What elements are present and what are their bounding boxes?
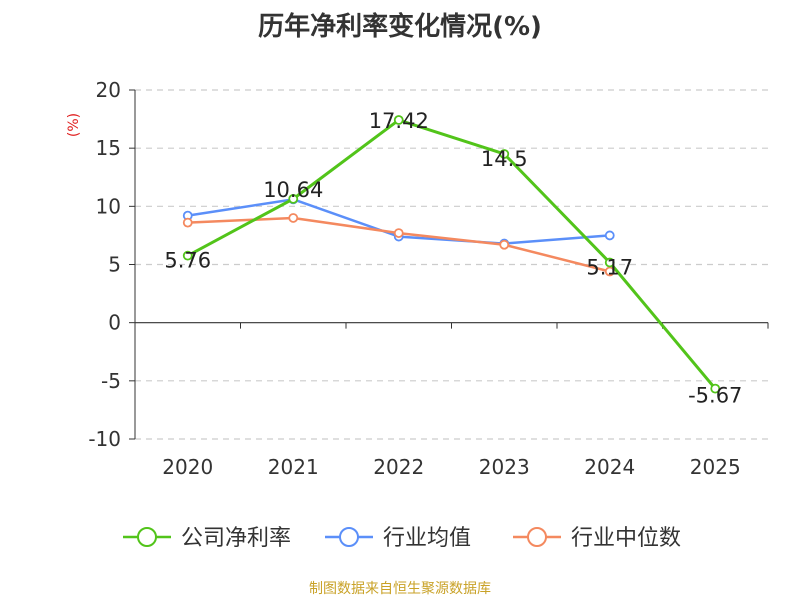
chart-title: 历年净利率变化情况(%) [258, 12, 542, 42]
data-point [499, 149, 510, 159]
data-point [499, 239, 510, 250]
data-point [288, 213, 299, 223]
y-tick-label: 0 [108, 311, 121, 335]
data-label: 5.76 [164, 249, 211, 273]
grid-lines [135, 89, 768, 440]
y-tick-label: 15 [96, 136, 121, 160]
axes: 20 15 10 5 0 -5 -10 2020 2021 2022 2023 2024 2025 [88, 78, 769, 479]
legend-label[interactable]: 公司净利率 [181, 526, 291, 551]
x-tick-label: 2022 [373, 455, 424, 479]
series-lines [182, 115, 721, 394]
data-label: 14.5 [481, 147, 528, 171]
x-tick-label: 2021 [268, 455, 319, 479]
y-tick-label: 10 [96, 194, 121, 218]
data-point [288, 193, 299, 204]
legend-marker [137, 527, 157, 547]
data-point [604, 257, 615, 268]
data-point [393, 115, 404, 125]
legend-marker [339, 527, 359, 547]
x-tick-label: 2023 [479, 455, 530, 479]
series-line [187, 216, 611, 273]
data-label: -5.67 [688, 384, 742, 408]
y-tick-label: -10 [88, 427, 121, 451]
legend-marker [527, 527, 547, 547]
legend[interactable]: 公司净利率 行业均值 行业中位数 [123, 526, 681, 551]
data-point [393, 228, 404, 238]
data-labels: 5.76 10.64 17.42 14.5 5.17 -5.67 [164, 109, 742, 408]
source-note: 制图数据来自恒生聚源数据库 [309, 581, 491, 597]
data-point [182, 250, 193, 261]
data-point [604, 266, 615, 277]
legend-label[interactable]: 行业均值 [383, 526, 471, 551]
y-tick-label: 20 [96, 78, 121, 102]
y-tick-label: -5 [101, 369, 121, 393]
data-point [604, 230, 615, 241]
x-tick-label: 2025 [690, 455, 741, 479]
data-label: 5.17 [586, 256, 633, 280]
x-tick-label: 2024 [584, 455, 635, 479]
series-line [187, 118, 717, 390]
data-label: 17.42 [369, 109, 429, 133]
data-label: 10.64 [263, 178, 323, 202]
y-tick-label: 5 [108, 253, 121, 277]
legend-label[interactable]: 行业中位数 [571, 526, 681, 551]
data-point [182, 217, 193, 228]
x-tick-label: 2020 [162, 455, 213, 479]
data-point [710, 383, 721, 394]
y-axis-label: (%) [66, 113, 82, 137]
